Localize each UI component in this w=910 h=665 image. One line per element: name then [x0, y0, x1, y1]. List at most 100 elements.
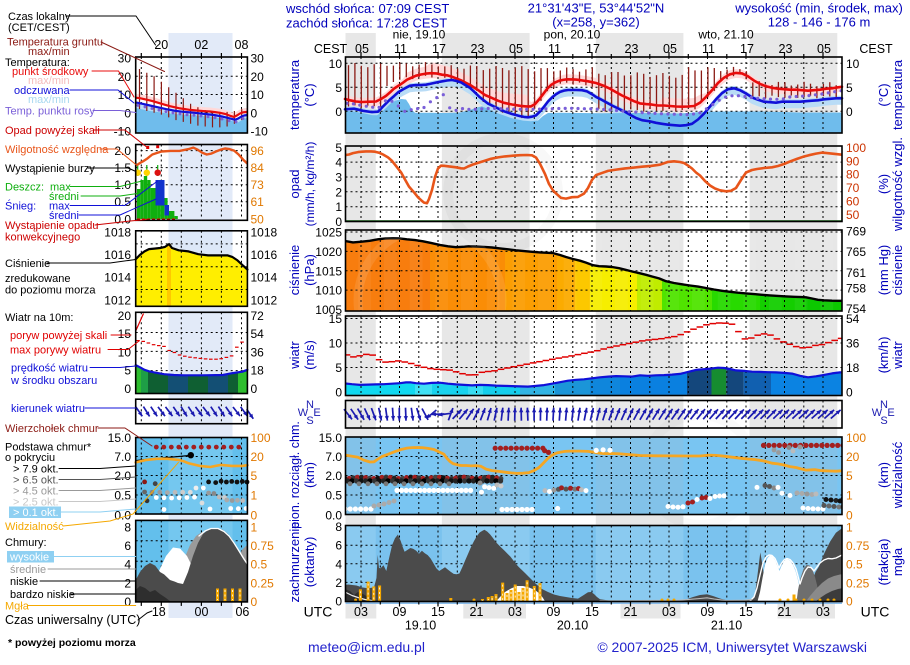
svg-text:-10: -10: [114, 125, 132, 139]
svg-text:54: 54: [251, 327, 265, 341]
svg-text:E: E: [313, 407, 320, 419]
svg-text:90: 90: [846, 154, 860, 168]
svg-text:23: 23: [471, 42, 485, 56]
svg-text:15.0: 15.0: [108, 431, 132, 445]
svg-text:(frakcja): (frakcja): [876, 539, 891, 586]
svg-text:100: 100: [251, 431, 271, 445]
svg-text:wiatr: wiatr: [890, 341, 905, 370]
svg-text:(CET/CEST): (CET/CEST): [8, 22, 70, 34]
svg-text:5: 5: [335, 141, 342, 155]
svg-text:84: 84: [251, 161, 265, 175]
svg-text:05: 05: [663, 42, 677, 56]
svg-text:7.0: 7.0: [325, 450, 342, 464]
svg-text:wiatr: wiatr: [287, 341, 302, 370]
svg-text:2: 2: [335, 185, 342, 199]
svg-text:15: 15: [739, 605, 753, 619]
svg-text:0: 0: [846, 386, 853, 400]
svg-text:pon, 20.10: pon, 20.10: [544, 28, 601, 42]
svg-text:mgła: mgła: [890, 547, 905, 576]
svg-text:21.10: 21.10: [711, 619, 742, 633]
svg-text:96: 96: [251, 144, 265, 158]
svg-text:4: 4: [335, 557, 342, 571]
svg-text:0.25: 0.25: [846, 576, 870, 590]
svg-text:6: 6: [124, 539, 131, 553]
svg-text:0: 0: [251, 595, 258, 609]
svg-text:Temp. punktu rosy: Temp. punktu rosy: [5, 106, 95, 118]
svg-text:20: 20: [251, 70, 265, 84]
svg-text:zredukowane: zredukowane: [5, 273, 70, 285]
svg-text:(°C): (°C): [876, 83, 891, 106]
svg-text:19.10: 19.10: [405, 619, 436, 633]
svg-text:128 - 146 - 176 m: 128 - 146 - 176 m: [768, 15, 871, 30]
svg-text:17: 17: [586, 42, 600, 56]
svg-text:(%): (%): [876, 174, 891, 194]
svg-text:05: 05: [509, 42, 523, 56]
svg-text:18: 18: [846, 361, 860, 375]
svg-text:00: 00: [195, 605, 209, 619]
svg-text:5: 5: [846, 81, 853, 95]
svg-text:100: 100: [846, 141, 866, 155]
svg-text:11: 11: [394, 42, 407, 56]
svg-text:20: 20: [118, 309, 132, 323]
svg-text:03: 03: [816, 605, 830, 619]
svg-text:konwekcyjnego: konwekcyjnego: [5, 232, 80, 244]
svg-text:23: 23: [625, 42, 639, 56]
svg-text:W: W: [872, 407, 883, 419]
svg-text:temperatura: temperatura: [287, 59, 302, 130]
svg-text:UTC: UTC: [861, 604, 890, 620]
svg-text:Wilgotność względna: Wilgotność względna: [5, 144, 109, 156]
svg-text:0.5: 0.5: [251, 558, 268, 572]
svg-text:15: 15: [431, 605, 445, 619]
svg-text:1014: 1014: [251, 271, 278, 285]
svg-text:10: 10: [329, 337, 343, 351]
svg-text:2.0: 2.0: [325, 469, 342, 483]
svg-text:Mgła: Mgła: [5, 601, 30, 613]
svg-text:wilgotność wzgl.: wilgotność wzgl.: [890, 137, 905, 232]
svg-text:Ciśnienie: Ciśnienie: [5, 258, 50, 270]
svg-text:1.0: 1.0: [114, 178, 131, 192]
svg-text:11: 11: [702, 42, 715, 56]
svg-text:0: 0: [335, 386, 342, 400]
svg-text:(x=258, y=362): (x=258, y=362): [552, 15, 639, 30]
svg-text:09: 09: [393, 605, 407, 619]
svg-text:1012: 1012: [104, 293, 131, 307]
svg-text:15.0: 15.0: [319, 431, 343, 445]
svg-text:wto, 21.10: wto, 21.10: [697, 28, 754, 42]
svg-text:0: 0: [124, 382, 131, 396]
svg-text:17: 17: [740, 42, 754, 56]
svg-text:zachód słońca: 17:28 CEST: zachód słońca: 17:28 CEST: [286, 16, 447, 31]
svg-text:w środku obszaru: w środku obszaru: [10, 375, 97, 387]
svg-text:20.10: 20.10: [557, 619, 588, 633]
svg-text:1018: 1018: [251, 226, 278, 240]
svg-text:1012: 1012: [251, 293, 278, 307]
svg-text:6: 6: [335, 539, 342, 553]
svg-text:8: 8: [335, 520, 342, 534]
svg-text:15: 15: [118, 327, 132, 341]
svg-text:5: 5: [251, 469, 258, 483]
svg-text:ciśnienie: ciśnienie: [890, 245, 905, 296]
svg-text:1: 1: [846, 521, 853, 535]
svg-text:wschód słońca: 07:09 CEST: wschód słońca: 07:09 CEST: [285, 1, 449, 16]
svg-text:03: 03: [354, 605, 368, 619]
svg-text:23: 23: [779, 42, 793, 56]
svg-text:Widzialność: Widzialność: [5, 521, 64, 533]
svg-text:2.0: 2.0: [114, 144, 131, 158]
svg-text:poryw powyżej skali: poryw powyżej skali: [10, 330, 107, 342]
svg-text:1016: 1016: [251, 248, 278, 262]
svg-text:kierunek wiatru: kierunek wiatru: [11, 403, 85, 415]
svg-text:18: 18: [152, 605, 166, 619]
svg-text:Opad powyżej skali: Opad powyżej skali: [5, 125, 100, 137]
svg-text:10: 10: [251, 88, 265, 102]
svg-text:36: 36: [846, 337, 860, 351]
svg-text:* powyżej poziomu morza: * powyżej poziomu morza: [8, 637, 136, 649]
svg-text:10: 10: [846, 57, 860, 71]
svg-text:05: 05: [355, 42, 369, 56]
svg-text:05: 05: [817, 42, 831, 56]
svg-text:7.0: 7.0: [114, 450, 131, 464]
svg-text:Śnieg:: Śnieg:: [5, 200, 36, 213]
svg-text:5: 5: [335, 81, 342, 95]
svg-text:1: 1: [846, 489, 853, 503]
svg-text:(mm Hg): (mm Hg): [876, 245, 891, 296]
svg-text:temperatura: temperatura: [890, 59, 905, 130]
svg-text:1025: 1025: [315, 226, 342, 240]
